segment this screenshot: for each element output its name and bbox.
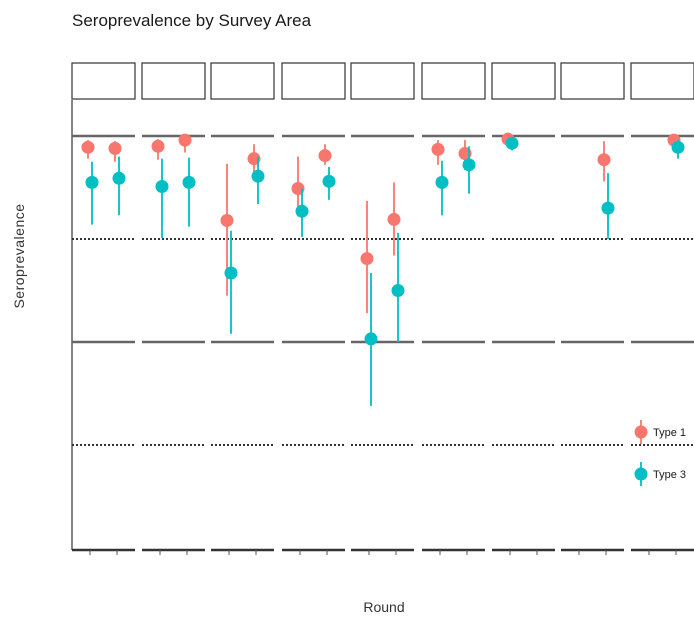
y-axis-label: Seroprevalence	[11, 203, 27, 308]
point-type-3	[505, 136, 519, 150]
point-type-1	[597, 153, 611, 167]
panel-strip	[630, 62, 694, 100]
point-type-3	[322, 174, 336, 188]
point-type-3	[462, 158, 476, 172]
panel-rawalpindi	[491, 62, 556, 555]
panel-lahore	[630, 62, 694, 555]
point-type-1	[81, 140, 95, 154]
panel-strip	[141, 62, 206, 100]
legend-label: Type 3	[653, 469, 686, 481]
point-type-1	[318, 149, 332, 163]
panel-strip	[350, 62, 415, 100]
point-type-3	[155, 179, 169, 193]
point-type-3	[601, 201, 615, 215]
legend-label: Type 1	[653, 427, 686, 439]
point-type-3	[435, 175, 449, 189]
point-type-3	[112, 171, 126, 185]
point-type-3	[391, 284, 405, 297]
point-type-3	[364, 332, 378, 346]
panel-mardan	[560, 62, 625, 555]
legend-key-type-3	[634, 467, 648, 481]
panel-strip	[210, 62, 275, 100]
panel-n-sindh	[141, 62, 206, 555]
point-type-3	[295, 204, 309, 218]
chart-title: Seroprevalence by Survey Area	[72, 11, 312, 30]
facet-panels	[71, 62, 694, 555]
point-type-1	[108, 141, 122, 155]
point-type-1	[178, 133, 192, 147]
legend-key-type-1	[634, 425, 648, 439]
point-type-1	[151, 139, 165, 153]
panel-peshawar	[421, 62, 486, 555]
point-type-1	[220, 213, 234, 227]
panel-karachi	[71, 62, 136, 555]
point-type-3	[671, 140, 685, 154]
x-axis-label: Round	[363, 599, 404, 615]
panel-strip	[421, 62, 486, 100]
point-type-1	[387, 212, 401, 226]
point-type-1	[360, 252, 374, 266]
point-type-3	[182, 175, 196, 189]
point-type-3	[251, 169, 265, 183]
panel-k-abdullah	[350, 62, 415, 555]
point-type-3	[85, 175, 99, 189]
panel-strip	[560, 62, 625, 100]
panel-strip	[281, 62, 346, 100]
point-type-1	[431, 142, 445, 156]
panel-strip	[491, 62, 556, 100]
point-type-3	[224, 266, 238, 280]
panel-quetta	[281, 62, 346, 555]
panel-pishin	[210, 62, 275, 555]
panel-strip	[71, 62, 136, 100]
legend: Type 1 Type 3	[634, 420, 686, 486]
